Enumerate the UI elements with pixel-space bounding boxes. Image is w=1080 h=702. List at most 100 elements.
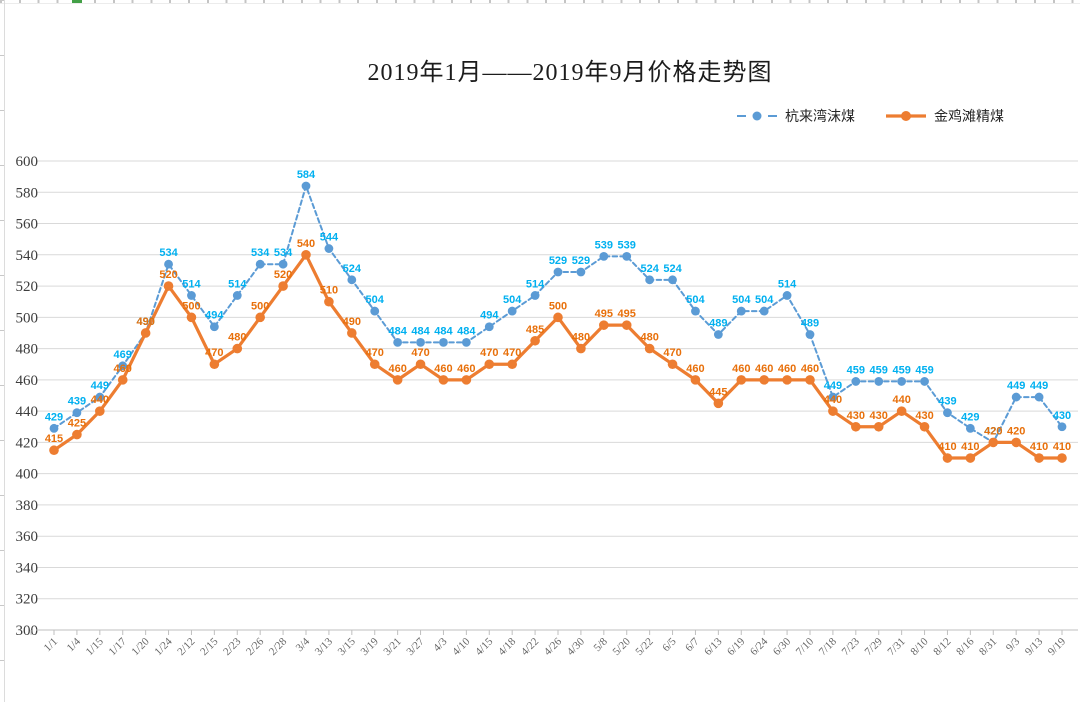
data-point-jinjitan[interactable] bbox=[736, 375, 747, 385]
data-point-jinjitan[interactable] bbox=[690, 375, 701, 385]
data-label-hanglaiwan: 584 bbox=[297, 169, 316, 181]
data-point-jinjitan[interactable] bbox=[530, 335, 540, 346]
data-point-jinjitan[interactable] bbox=[507, 359, 517, 370]
data-point-hanglaiwan[interactable] bbox=[691, 306, 700, 316]
data-point-hanglaiwan[interactable] bbox=[95, 392, 105, 402]
data-point-jinjitan[interactable] bbox=[49, 445, 59, 456]
data-point-hanglaiwan[interactable] bbox=[301, 181, 311, 191]
data-point-hanglaiwan[interactable] bbox=[668, 275, 677, 285]
data-point-jinjitan[interactable] bbox=[95, 406, 105, 416]
data-point-jinjitan[interactable] bbox=[621, 320, 632, 330]
data-point-jinjitan[interactable] bbox=[1057, 453, 1067, 463]
data-point-jinjitan[interactable] bbox=[828, 406, 838, 416]
data-point-hanglaiwan[interactable] bbox=[370, 306, 380, 316]
data-label-jinjitan: 470 bbox=[503, 347, 521, 359]
data-point-jinjitan[interactable] bbox=[255, 312, 265, 323]
data-point-jinjitan[interactable] bbox=[896, 406, 907, 416]
data-point-hanglaiwan[interactable] bbox=[851, 377, 861, 386]
data-point-hanglaiwan[interactable] bbox=[484, 322, 494, 332]
x-axis-tick-label: 1/1 bbox=[42, 636, 60, 654]
data-label-hanglaiwan: 494 bbox=[480, 310, 499, 322]
data-point-jinjitan[interactable] bbox=[553, 312, 563, 323]
data-point-jinjitan[interactable] bbox=[644, 343, 655, 354]
data-point-hanglaiwan[interactable] bbox=[461, 337, 471, 347]
data-point-jinjitan[interactable] bbox=[72, 429, 82, 440]
data-point-hanglaiwan[interactable] bbox=[507, 306, 517, 316]
data-point-jinjitan[interactable] bbox=[942, 453, 953, 463]
data-point-hanglaiwan[interactable] bbox=[805, 330, 815, 339]
data-point-hanglaiwan[interactable] bbox=[118, 361, 128, 371]
data-point-hanglaiwan[interactable] bbox=[1034, 392, 1044, 402]
data-point-jinjitan[interactable] bbox=[324, 296, 334, 307]
data-point-jinjitan[interactable] bbox=[851, 421, 861, 432]
data-point-jinjitan[interactable] bbox=[667, 359, 678, 370]
data-point-jinjitan[interactable] bbox=[209, 359, 220, 370]
data-point-hanglaiwan[interactable] bbox=[874, 377, 884, 386]
data-label-hanglaiwan: 504 bbox=[686, 294, 705, 306]
data-point-hanglaiwan[interactable] bbox=[759, 306, 769, 316]
data-point-jinjitan[interactable] bbox=[369, 359, 380, 370]
data-point-hanglaiwan[interactable] bbox=[324, 244, 334, 253]
data-point-jinjitan[interactable] bbox=[301, 250, 311, 260]
data-point-jinjitan[interactable] bbox=[713, 398, 724, 409]
data-point-jinjitan[interactable] bbox=[392, 375, 403, 385]
data-point-jinjitan[interactable] bbox=[278, 281, 288, 291]
data-point-hanglaiwan[interactable] bbox=[232, 291, 242, 300]
data-point-hanglaiwan[interactable] bbox=[439, 337, 448, 347]
data-point-hanglaiwan[interactable] bbox=[530, 291, 540, 300]
data-point-hanglaiwan[interactable] bbox=[897, 377, 907, 386]
data-point-hanglaiwan[interactable] bbox=[347, 275, 357, 285]
data-point-jinjitan[interactable] bbox=[163, 281, 174, 291]
data-point-jinjitan[interactable] bbox=[438, 375, 449, 385]
data-point-hanglaiwan[interactable] bbox=[255, 259, 265, 269]
data-label-hanglaiwan: 504 bbox=[732, 294, 751, 306]
data-point-hanglaiwan[interactable] bbox=[576, 267, 586, 277]
data-point-hanglaiwan[interactable] bbox=[72, 408, 82, 418]
legend-item-jinjitan[interactable]: 金鸡滩精煤 bbox=[885, 106, 1004, 126]
data-point-hanglaiwan[interactable] bbox=[965, 423, 975, 433]
data-point-jinjitan[interactable] bbox=[186, 312, 197, 323]
data-point-hanglaiwan[interactable] bbox=[49, 423, 59, 433]
data-point-hanglaiwan[interactable] bbox=[599, 251, 609, 261]
data-point-jinjitan[interactable] bbox=[965, 453, 976, 463]
data-point-jinjitan[interactable] bbox=[347, 328, 357, 338]
data-point-jinjitan[interactable] bbox=[140, 328, 151, 338]
data-point-jinjitan[interactable] bbox=[1034, 453, 1044, 463]
data-point-jinjitan[interactable] bbox=[873, 421, 884, 432]
data-point-jinjitan[interactable] bbox=[805, 375, 815, 385]
data-point-hanglaiwan[interactable] bbox=[645, 275, 655, 285]
data-point-hanglaiwan[interactable] bbox=[553, 267, 563, 277]
data-point-hanglaiwan[interactable] bbox=[622, 251, 632, 261]
data-point-hanglaiwan[interactable] bbox=[393, 337, 403, 347]
data-point-hanglaiwan[interactable] bbox=[278, 259, 288, 269]
data-point-hanglaiwan[interactable] bbox=[920, 377, 929, 386]
data-point-hanglaiwan[interactable] bbox=[164, 259, 173, 269]
data-label-hanglaiwan: 534 bbox=[159, 247, 178, 259]
data-point-hanglaiwan[interactable] bbox=[713, 330, 723, 339]
data-point-jinjitan[interactable] bbox=[988, 437, 999, 448]
data-point-jinjitan[interactable] bbox=[461, 375, 472, 385]
data-point-hanglaiwan[interactable] bbox=[416, 337, 425, 347]
x-axis-tick-label: 5/8 bbox=[592, 635, 611, 654]
data-point-jinjitan[interactable] bbox=[484, 359, 495, 370]
data-point-jinjitan[interactable] bbox=[1011, 437, 1021, 448]
data-point-hanglaiwan[interactable] bbox=[943, 408, 952, 418]
legend-item-hanglaiwan[interactable]: 杭来湾沫煤 bbox=[736, 106, 855, 126]
data-point-jinjitan[interactable] bbox=[759, 375, 769, 385]
data-point-jinjitan[interactable] bbox=[415, 359, 426, 370]
data-point-jinjitan[interactable] bbox=[117, 375, 128, 385]
data-point-jinjitan[interactable] bbox=[782, 375, 792, 385]
data-label-jinjitan: 440 bbox=[824, 394, 842, 406]
data-point-hanglaiwan[interactable] bbox=[736, 306, 746, 316]
data-label-jinjitan: 410 bbox=[1030, 441, 1048, 453]
data-point-hanglaiwan[interactable] bbox=[1057, 422, 1067, 432]
data-point-jinjitan[interactable] bbox=[599, 320, 609, 330]
data-point-hanglaiwan[interactable] bbox=[209, 322, 219, 332]
data-point-hanglaiwan[interactable] bbox=[1011, 392, 1021, 402]
data-point-jinjitan[interactable] bbox=[919, 421, 930, 432]
data-point-hanglaiwan[interactable] bbox=[187, 291, 196, 300]
data-point-hanglaiwan[interactable] bbox=[782, 291, 792, 300]
data-point-jinjitan[interactable] bbox=[232, 343, 243, 354]
data-point-jinjitan[interactable] bbox=[576, 343, 586, 354]
data-point-hanglaiwan[interactable] bbox=[828, 392, 838, 402]
